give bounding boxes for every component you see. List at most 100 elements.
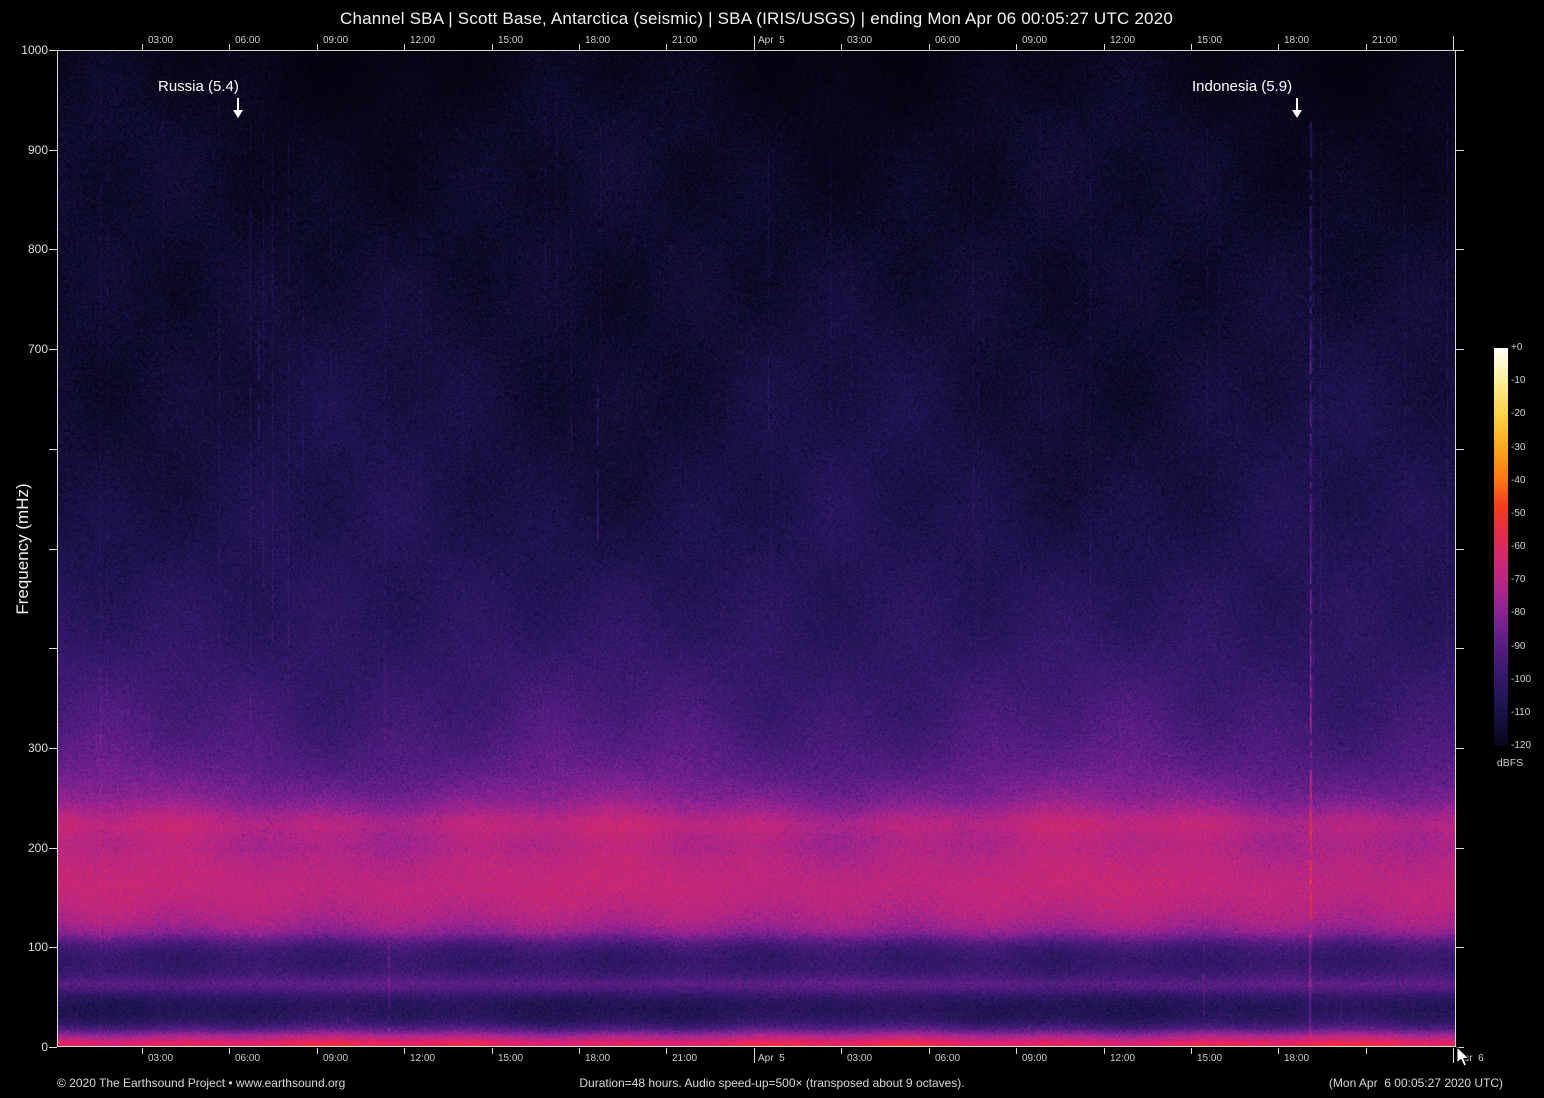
x-tick <box>841 44 842 50</box>
y-tick <box>1456 848 1464 849</box>
x-tick <box>317 1048 318 1054</box>
y-tick-label: 700 <box>27 342 48 356</box>
x-tick <box>142 44 143 50</box>
x-tick-label: 21:00 <box>672 35 698 46</box>
colorbar-tick-label: -10 <box>1511 375 1526 386</box>
colorbar-tick-label: -20 <box>1511 408 1526 419</box>
x-tick-label: 18:00 <box>1284 1053 1310 1064</box>
y-tick <box>1456 249 1464 250</box>
y-tick-label: 200 <box>27 841 48 855</box>
x-tick-label: 06:00 <box>235 35 261 46</box>
x-tick-label: 18:00 <box>585 35 611 46</box>
x-tick-label: 06:00 <box>935 35 961 46</box>
x-tick <box>929 44 930 50</box>
y-tick <box>1456 150 1464 151</box>
colorbar-tick-label: +0 <box>1511 342 1523 353</box>
x-tick <box>579 44 580 50</box>
x-tick-label: 15:00 <box>498 1053 524 1064</box>
x-tick-label: 15:00 <box>498 35 524 46</box>
y-tick <box>49 50 57 51</box>
x-tick <box>404 44 405 50</box>
y-tick <box>1456 748 1464 749</box>
y-tick <box>49 748 57 749</box>
y-tick-label: 1000 <box>21 43 48 57</box>
x-tick-label: 21:00 <box>1372 35 1398 46</box>
colorbar-gradient <box>1494 348 1508 746</box>
x-tick <box>229 1048 230 1054</box>
x-tick-label: 06:00 <box>235 1053 261 1064</box>
y-tick <box>1456 50 1464 51</box>
event-arrow-stem <box>237 98 239 110</box>
footer-duration: Duration=48 hours. Audio speed-up=500× (… <box>579 1076 965 1090</box>
y-tick <box>49 947 57 948</box>
y-tick-label: 900 <box>27 143 48 157</box>
x-tick-label: 12:00 <box>1110 1053 1136 1064</box>
x-tick <box>1453 1048 1454 1063</box>
y-tick <box>49 648 57 649</box>
colorbar-tick-label: -30 <box>1511 442 1526 453</box>
page-title: Channel SBA | Scott Base, Antarctica (se… <box>339 9 1174 28</box>
x-tick <box>142 1048 143 1054</box>
x-tick <box>1016 1048 1017 1054</box>
colorbar-tick-label: -90 <box>1511 641 1526 652</box>
x-tick <box>1191 1048 1192 1054</box>
x-tick <box>229 44 230 50</box>
x-tick <box>317 44 318 50</box>
colorbar-tick-label: -40 <box>1511 475 1526 486</box>
footer-timestamp: (Mon Apr 6 00:05:27 2020 UTC) <box>1328 1076 1503 1090</box>
colorbar-tick-label: -110 <box>1511 707 1531 718</box>
colorbar-tick-label: -80 <box>1511 607 1526 618</box>
y-tick <box>49 549 57 550</box>
y-tick <box>1456 549 1464 550</box>
y-tick <box>1456 947 1464 948</box>
event-arrow-head-icon <box>1292 110 1302 118</box>
x-tick <box>666 1048 667 1054</box>
x-tick-label: 03:00 <box>847 35 873 46</box>
x-tick-label: Apr 5 <box>758 35 785 46</box>
x-tick <box>754 36 755 50</box>
x-tick-label: 09:00 <box>323 1053 349 1064</box>
y-tick-label: 0 <box>41 1040 48 1054</box>
event-arrow-head-icon <box>233 110 243 118</box>
x-tick <box>1104 44 1105 50</box>
spectrogram-canvas <box>57 50 1456 1047</box>
colorbar-tick-label: -70 <box>1511 574 1526 585</box>
y-tick-label: 100 <box>27 940 48 954</box>
x-tick-label: 18:00 <box>585 1053 611 1064</box>
x-tick <box>754 1048 755 1063</box>
x-tick-label: 12:00 <box>1110 35 1136 46</box>
x-tick-label: 15:00 <box>1197 1053 1223 1064</box>
x-tick <box>1104 1048 1105 1054</box>
y-tick <box>49 848 57 849</box>
y-tick <box>49 150 57 151</box>
y-tick <box>1456 349 1464 350</box>
x-tick <box>1453 36 1454 50</box>
event-arrow-stem <box>1296 98 1298 110</box>
x-tick <box>666 44 667 50</box>
y-tick <box>49 449 57 450</box>
x-tick-label: 06:00 <box>935 1053 961 1064</box>
x-tick-label: 03:00 <box>148 1053 174 1064</box>
x-tick-label: Apr 5 <box>758 1053 785 1064</box>
x-tick <box>404 1048 405 1054</box>
x-tick-label: 09:00 <box>323 35 349 46</box>
y-tick <box>1456 1047 1464 1048</box>
x-tick-label: Apr 6 <box>1457 1053 1484 1064</box>
x-tick <box>1278 1048 1279 1054</box>
x-tick <box>1016 44 1017 50</box>
event-label: Russia (5.4) <box>158 78 239 95</box>
x-tick <box>1366 1048 1367 1054</box>
colorbar-tick-label: -100 <box>1511 674 1532 685</box>
x-tick-label: 18:00 <box>1284 35 1310 46</box>
colorbar-tick-label: -60 <box>1511 541 1526 552</box>
x-tick <box>1366 44 1367 50</box>
x-tick-label: 09:00 <box>1022 1053 1048 1064</box>
footer-copyright: © 2020 The Earthsound Project • www.eart… <box>57 1076 346 1090</box>
x-tick <box>1191 44 1192 50</box>
event-label: Indonesia (5.9) <box>1192 78 1293 95</box>
x-tick <box>841 1048 842 1054</box>
x-tick <box>492 44 493 50</box>
x-tick <box>929 1048 930 1054</box>
y-axis-title: Frequency (mHz) <box>13 483 32 615</box>
